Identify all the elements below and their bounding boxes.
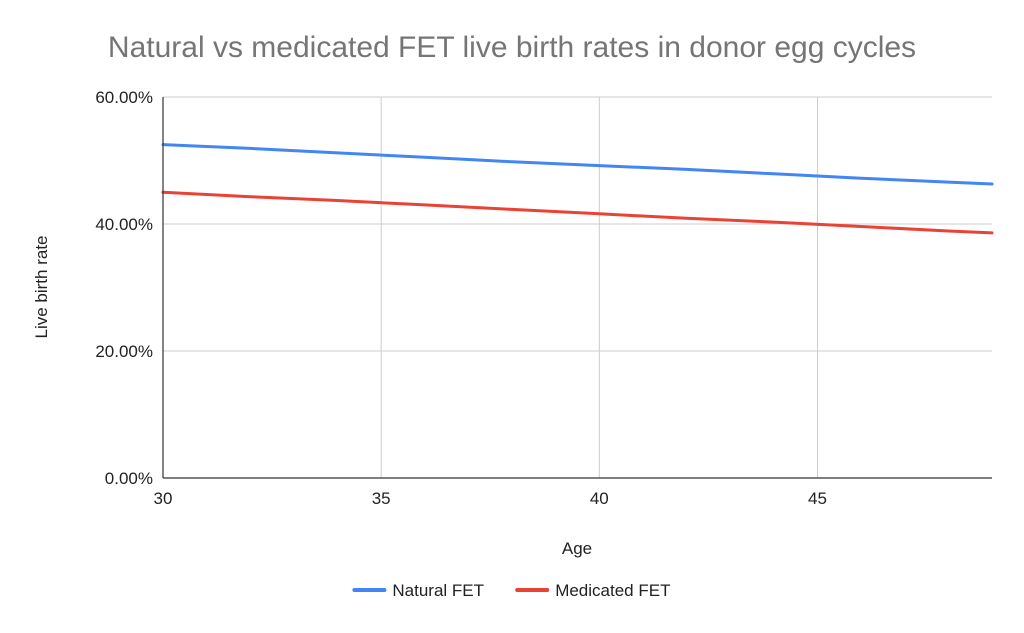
x-tick-label: 40 bbox=[590, 489, 609, 508]
series-lines bbox=[161, 143, 994, 235]
series-line-1 bbox=[161, 143, 994, 186]
y-tick-label: 20.00% bbox=[95, 342, 153, 361]
legend-label: Natural FET bbox=[392, 581, 484, 600]
y-tick-label: 0.00% bbox=[105, 469, 153, 488]
x-tick-label: 30 bbox=[154, 489, 173, 508]
y-axis-label: Live birth rate bbox=[32, 236, 51, 339]
chart-title: Natural vs medicated FET live birth rate… bbox=[108, 31, 916, 64]
gridlines bbox=[163, 96, 992, 478]
axes bbox=[162, 97, 992, 479]
x-axis-label: Age bbox=[562, 539, 592, 558]
legend-label: Medicated FET bbox=[555, 581, 670, 600]
series-line-2 bbox=[161, 190, 994, 235]
tick-labels: 0.00% 20.00% 40.00% 60.00% 30 35 40 45 bbox=[95, 88, 827, 508]
y-tick-label: 40.00% bbox=[95, 215, 153, 234]
x-tick-label: 35 bbox=[372, 489, 391, 508]
legend: Natural FET Medicated FET bbox=[352, 581, 670, 600]
x-tick-label: 45 bbox=[808, 489, 827, 508]
y-tick-label: 60.00% bbox=[95, 88, 153, 107]
